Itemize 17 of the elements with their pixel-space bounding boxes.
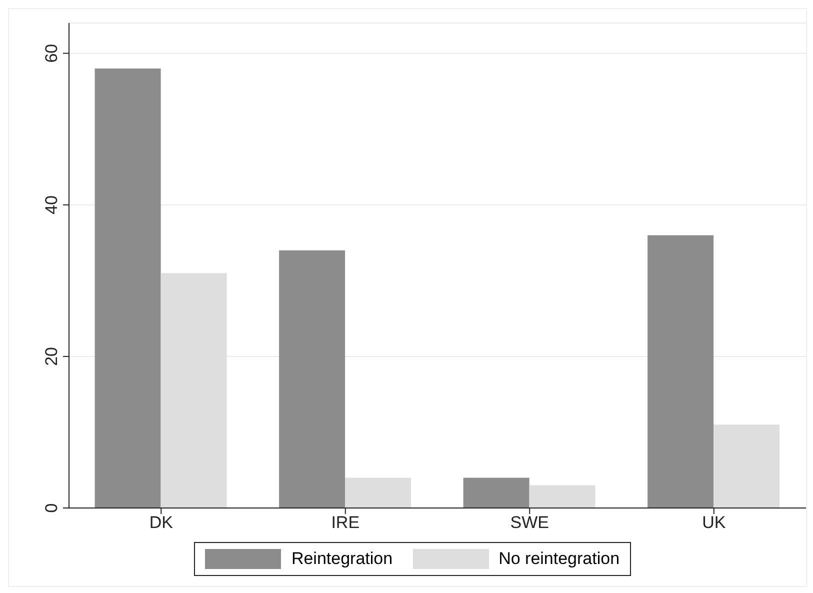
bar [463, 478, 530, 508]
x-tick-label: DK [149, 513, 174, 532]
x-tick-label: UK [702, 513, 726, 532]
legend-label: No reintegration [498, 549, 620, 569]
bar [94, 68, 161, 508]
bar [529, 485, 596, 508]
bar [714, 424, 780, 508]
y-tick-label: 40 [42, 195, 61, 214]
x-tick-label: IRE [331, 513, 360, 532]
y-tick-label: 20 [42, 346, 61, 366]
x-tick-label: SWE [510, 513, 549, 532]
bar [648, 235, 714, 508]
bar [345, 478, 412, 508]
y-tick-label: 60 [42, 44, 61, 63]
y-tick-label: 0 [42, 503, 61, 513]
bar [279, 250, 346, 508]
legend-label: Reintegration [290, 549, 393, 569]
